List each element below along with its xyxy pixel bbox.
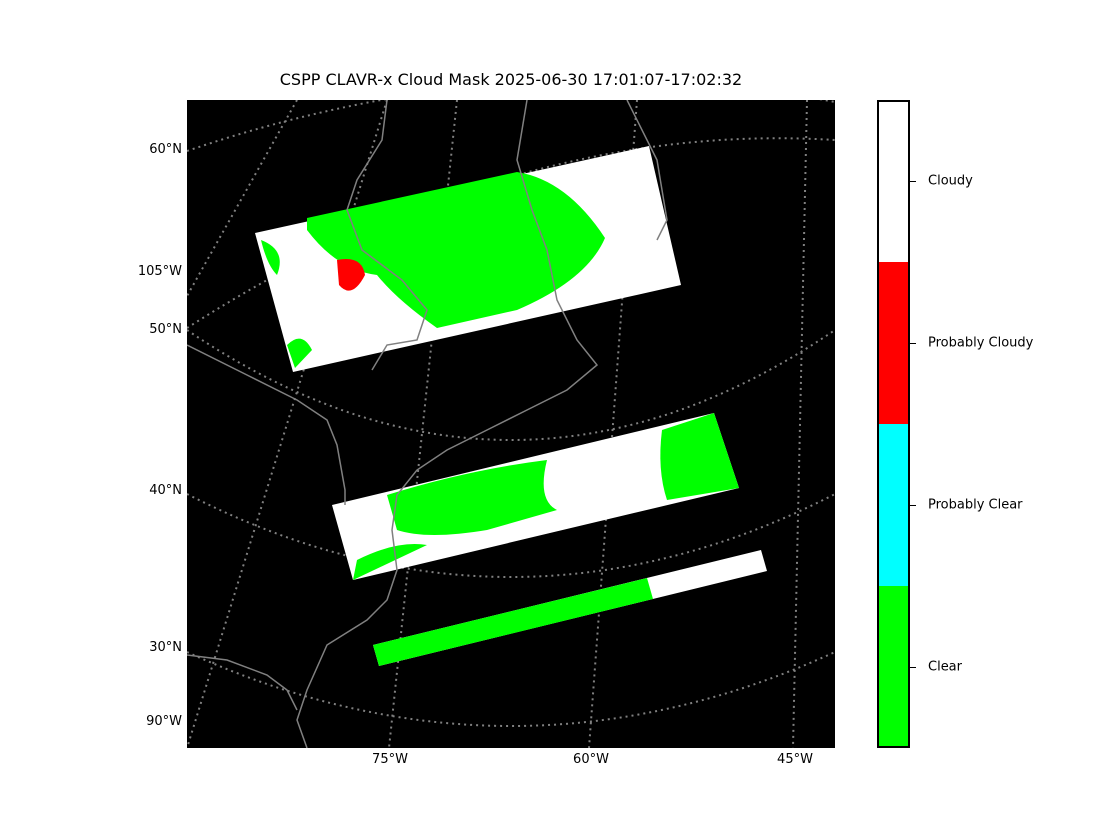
lon-label-45w: 45°W [777,752,813,767]
border-line [187,344,346,505]
coast-hudson-bay [346,100,428,371]
coast-east [296,100,599,748]
lon-label-75w: 75°W [372,752,408,767]
colorbar-segment-probably-clear [877,424,910,586]
colorbar-tick [910,505,916,506]
colorbar-segment-probably-cloudy [877,262,910,424]
colorbar [877,100,910,748]
lat-label-50n: 50°N [149,322,182,337]
colorbar-tick [910,181,916,182]
swath-middle-clear [387,460,557,535]
colorbar-segment-clear [877,586,910,748]
gridline-lon-90 [187,100,388,748]
colorbar-label-probably-clear: Probably Clear [928,497,1023,513]
swath-middle [332,413,739,580]
swath-south [373,550,767,666]
colorbar-label-probably-cloudy: Probably Cloudy [928,335,1034,351]
lon-label-60w: 60°W [573,752,609,767]
coast-greenland [626,100,668,241]
lon-label-105w: 105°W [137,264,182,279]
swath-north [255,146,681,372]
gridline-lon-105 [187,100,298,297]
gridline-lat-55 [187,137,835,329]
colorbar-tick [910,667,916,668]
gridline-lon-45 [792,100,808,748]
colorbar-tick [910,343,916,344]
colorbar-segment-cloudy [877,100,910,262]
swath-middle-clear-east [660,413,739,500]
coast-gulf [187,654,298,711]
gridline-lat-30 [187,651,835,727]
map-title: CSPP CLAVR-x Cloud Mask 2025-06-30 17:01… [279,70,743,89]
swath-north-clear-3 [287,338,312,368]
lat-label-30n: 30°N [149,640,182,655]
colorbar-label-cloudy: Cloudy [928,173,973,189]
cloud-mask-map [187,100,835,748]
swath-south-clear [373,578,653,666]
swath-north-clear [307,172,605,328]
lat-label-60n: 60°N [149,142,182,157]
colorbar-label-clear: Clear [928,659,962,675]
swath-north-probably-cloudy [337,259,365,291]
colorbar-border [877,100,910,748]
coastlines [187,100,668,748]
lon-label-90w: 90°W [146,714,182,729]
swath-middle-clear-sw [353,544,427,580]
swath-north-clear-2 [261,240,280,275]
gridline-lat-40 [187,493,835,578]
lat-label-40n: 40°N [149,483,182,498]
